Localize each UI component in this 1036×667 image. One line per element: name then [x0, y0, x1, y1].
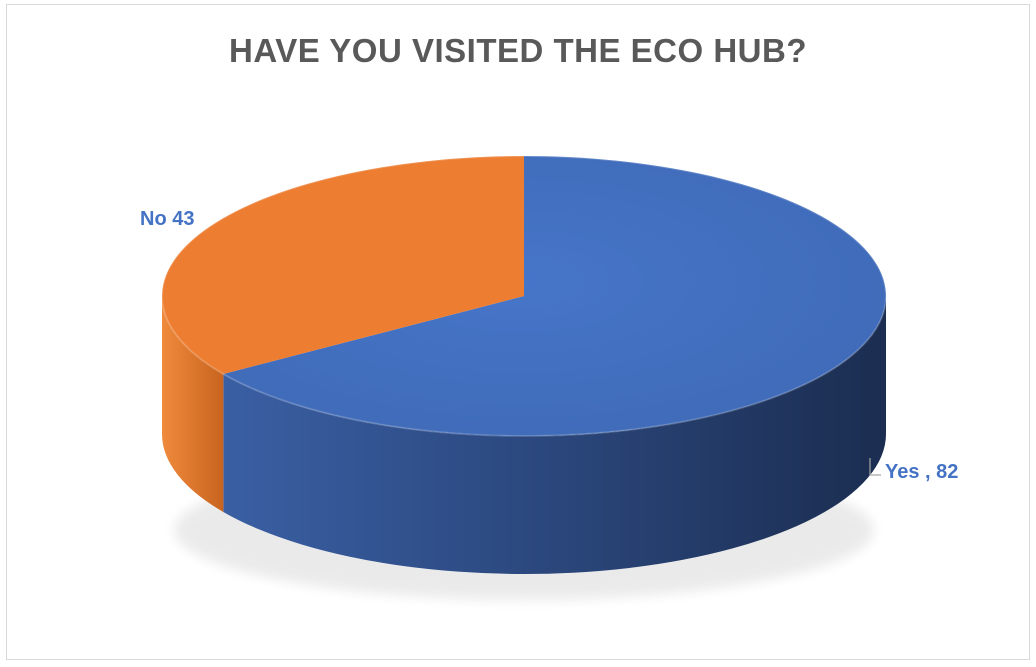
chart-title: HAVE YOU VISITED THE ECO HUB?	[228, 32, 807, 69]
data-label-no: No 43	[140, 208, 194, 230]
pie-slice-yes	[223, 156, 887, 437]
data-label-leader-line	[869, 458, 881, 476]
pie-rim-highlight	[161, 155, 887, 437]
data-label-yes: Yes , 82	[885, 461, 958, 483]
pie-side-yes	[223, 296, 886, 574]
pie-slice-no	[161, 156, 524, 374]
pie-side-no	[162, 296, 224, 512]
